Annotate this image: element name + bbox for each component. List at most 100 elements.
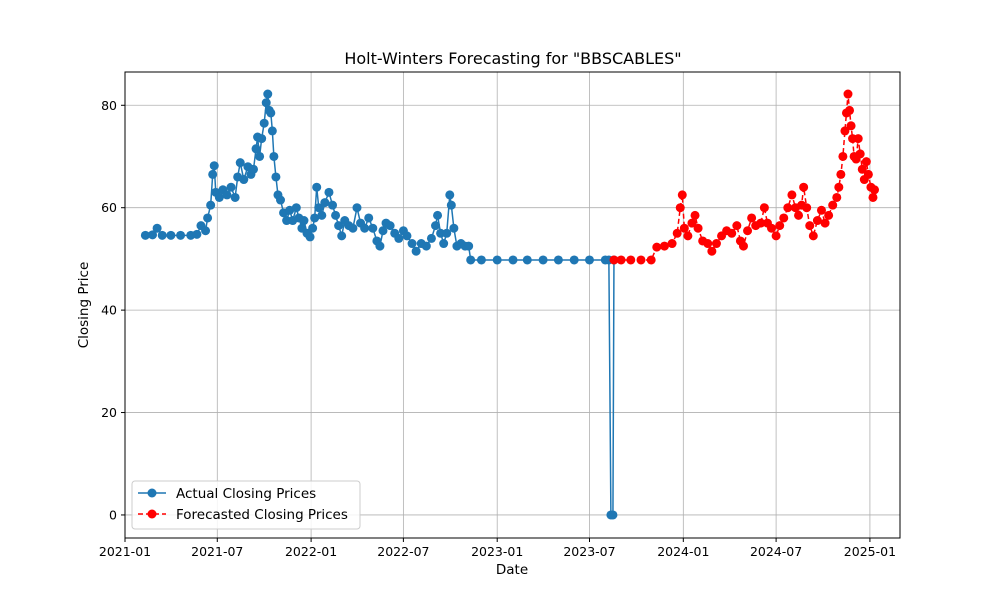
- data-point: [843, 89, 853, 99]
- data-point: [703, 239, 713, 249]
- data-point: [834, 182, 844, 192]
- data-point: [239, 175, 249, 185]
- data-point: [431, 221, 441, 231]
- data-point: [348, 223, 358, 233]
- legend-marker-forecast: [147, 509, 157, 519]
- data-point: [679, 223, 689, 233]
- data-point: [767, 223, 777, 233]
- data-point: [609, 255, 619, 265]
- data-point: [569, 255, 579, 265]
- data-point: [492, 255, 502, 265]
- data-point: [659, 241, 669, 251]
- data-point: [816, 205, 826, 215]
- data-point: [328, 200, 338, 210]
- data-point: [310, 213, 320, 223]
- data-point: [299, 216, 309, 226]
- data-point: [248, 164, 258, 174]
- data-point: [140, 230, 150, 240]
- x-tick-label: 2022-01: [285, 544, 337, 559]
- data-point: [805, 221, 815, 231]
- x-tick-label: 2022-07: [377, 544, 429, 559]
- data-point: [738, 241, 748, 251]
- data-point: [385, 221, 395, 231]
- data-point: [652, 242, 662, 252]
- y-tick-label: 40: [101, 303, 117, 318]
- data-point: [269, 151, 279, 161]
- data-point: [449, 223, 459, 233]
- data-point: [747, 213, 757, 223]
- data-point: [832, 192, 842, 202]
- data-point: [203, 213, 213, 223]
- plot-area: 2021-01 2021-07 2022-01 2022-07 2023-01 2023-…: [99, 71, 901, 559]
- data-point: [476, 255, 486, 265]
- y-axis-ticks: 0 20 40 60 80: [101, 98, 125, 522]
- data-point: [360, 223, 370, 233]
- data-point: [375, 241, 385, 251]
- data-point: [802, 203, 812, 213]
- data-point: [787, 190, 797, 200]
- y-tick-label: 60: [101, 200, 117, 215]
- data-point: [271, 172, 281, 182]
- data-point: [267, 126, 277, 136]
- data-point: [208, 169, 218, 179]
- data-point: [368, 223, 378, 233]
- data-point: [446, 200, 456, 210]
- data-point: [675, 203, 685, 213]
- data-point: [394, 233, 404, 243]
- x-tick-label: 2024-01: [657, 544, 709, 559]
- data-point: [324, 187, 334, 197]
- data-point: [808, 231, 818, 241]
- data-point: [711, 239, 721, 249]
- chart-title: Holt-Winters Forecasting for "BBSCABLES": [344, 49, 681, 68]
- data-point: [259, 118, 269, 128]
- data-point: [314, 203, 324, 213]
- data-point: [853, 134, 863, 144]
- data-point: [707, 246, 717, 256]
- data-point: [836, 169, 846, 179]
- data-point: [266, 108, 276, 118]
- plot-background: [125, 72, 900, 538]
- data-point: [522, 255, 532, 265]
- data-point: [411, 246, 421, 256]
- data-point: [466, 255, 476, 265]
- data-point: [439, 239, 449, 249]
- data-point: [445, 190, 455, 200]
- data-point: [732, 221, 742, 231]
- data-point: [677, 190, 687, 200]
- x-axis-label: Date: [496, 562, 528, 578]
- data-point: [148, 230, 158, 240]
- data-point: [305, 232, 315, 242]
- legend-box: [131, 480, 361, 530]
- y-tick-label: 80: [101, 98, 117, 113]
- data-point: [166, 230, 176, 240]
- data-point: [771, 231, 781, 241]
- x-axis-ticks: 2021-01 2021-07 2022-01 2022-07 2023-01 2023-…: [99, 538, 896, 559]
- data-point: [402, 231, 412, 241]
- data-point: [276, 195, 286, 205]
- data-point: [312, 182, 322, 192]
- data-point: [863, 169, 873, 179]
- data-point: [759, 203, 769, 213]
- legend-label-forecast: Forecasted Closing Prices: [176, 507, 348, 523]
- data-point: [308, 223, 318, 233]
- data-point: [636, 255, 646, 265]
- legend-marker-actual: [147, 488, 157, 498]
- grid-lines: [124, 72, 900, 538]
- legend-label-actual: Actual Closing Prices: [176, 486, 316, 502]
- data-point: [845, 105, 855, 115]
- data-point: [235, 158, 245, 168]
- data-point: [433, 210, 443, 220]
- x-tick-label: 2023-01: [471, 544, 523, 559]
- data-point: [683, 231, 693, 241]
- data-point: [779, 213, 789, 223]
- data-point: [626, 255, 636, 265]
- data-point: [226, 182, 236, 192]
- data-point: [824, 210, 834, 220]
- y-tick-label: 20: [101, 405, 117, 420]
- data-point: [690, 210, 700, 220]
- data-point: [855, 149, 865, 159]
- data-point: [257, 134, 267, 144]
- plot-frame: [124, 71, 901, 539]
- data-point: [646, 255, 656, 265]
- data-point: [251, 144, 261, 154]
